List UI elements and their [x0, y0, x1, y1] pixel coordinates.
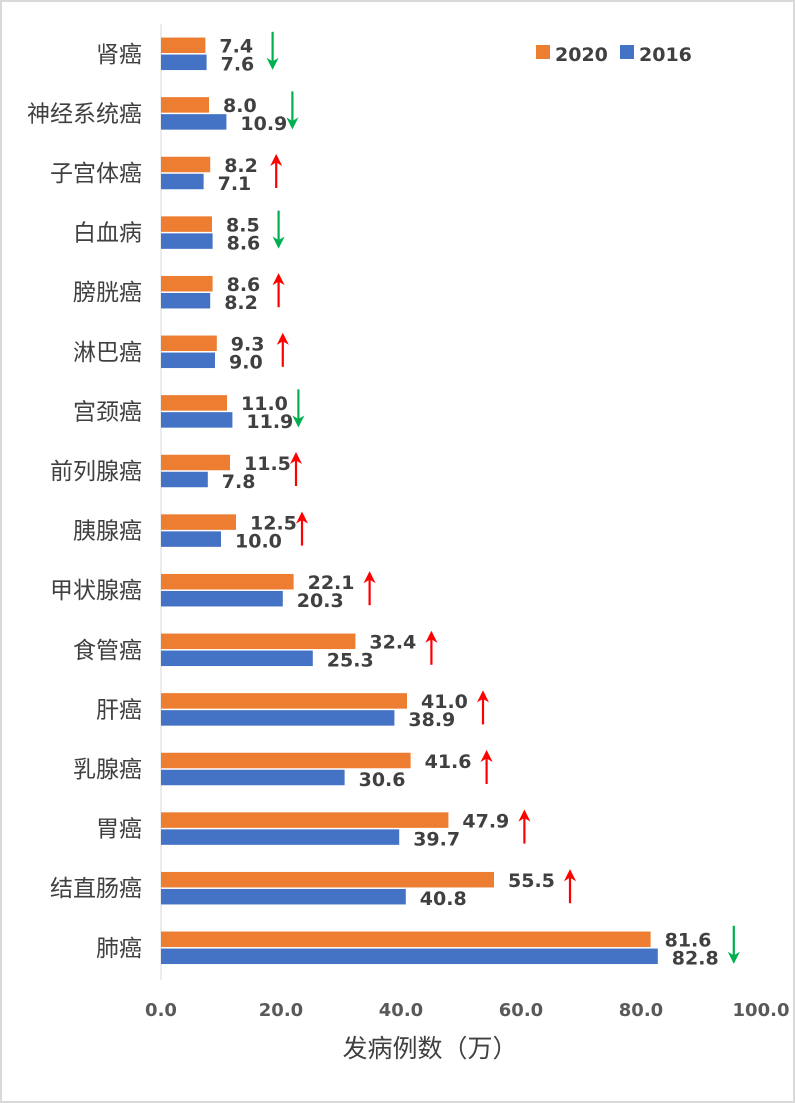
- bar-2016: [161, 54, 207, 71]
- value-label-2016: 10.0: [235, 530, 282, 552]
- value-label-2016: 38.9: [408, 709, 455, 731]
- category-label: 淋巴癌: [73, 340, 142, 366]
- bar-2020: [161, 514, 236, 530]
- bar-2020: [161, 395, 227, 411]
- bar-2016: [161, 769, 345, 786]
- value-label-2020: 32.4: [369, 632, 416, 654]
- bar-2020: [161, 573, 294, 590]
- legend-label-2020: 2020: [555, 44, 608, 66]
- category-label: 神经系统癌: [27, 101, 142, 127]
- legend: 2020 2016: [536, 44, 692, 66]
- x-tick-label: 80.0: [619, 1000, 663, 1021]
- value-label-2016: 82.8: [672, 948, 719, 970]
- category-label: 子宫体癌: [50, 161, 142, 187]
- bar-2016: [161, 710, 395, 726]
- value-label-2020: 12.5: [250, 512, 297, 534]
- value-label-2016: 9.0: [229, 352, 263, 374]
- category-label: 结直肠癌: [50, 876, 142, 902]
- value-label-2020: 8.6: [227, 274, 261, 296]
- bar-2016: [161, 948, 658, 965]
- bar-2016: [161, 531, 221, 547]
- category-label: 肺癌: [96, 936, 142, 962]
- bar-2016: [161, 173, 204, 190]
- bar-2020: [161, 156, 211, 173]
- bar-2016: [161, 888, 406, 905]
- value-label-2020: 55.5: [508, 870, 555, 892]
- value-label-2020: 8.5: [226, 214, 260, 236]
- value-label-2016: 8.6: [227, 232, 261, 254]
- bar-2016: [161, 412, 233, 428]
- bar-2016: [161, 233, 213, 249]
- value-label-2016: 7.8: [222, 471, 256, 493]
- category-label: 膀胱癌: [73, 280, 142, 306]
- value-label-2016: 7.1: [218, 173, 252, 195]
- value-label-2016: 8.2: [224, 292, 258, 314]
- bar-2020: [161, 216, 212, 232]
- bar-2016: [161, 590, 283, 607]
- bar-2016: [161, 352, 215, 369]
- value-label-2020: 8.2: [224, 155, 258, 177]
- category-label: 肝癌: [96, 697, 142, 723]
- x-tick-label: 20.0: [259, 1000, 303, 1021]
- value-label-2016: 39.7: [413, 828, 460, 850]
- category-label: 甲状腺癌: [50, 578, 142, 604]
- x-tick-label: 60.0: [499, 1000, 543, 1021]
- category-label: 胃癌: [96, 817, 142, 843]
- category-label: 肾癌: [96, 42, 142, 68]
- bar-2020: [161, 871, 494, 888]
- category-label: 前列腺癌: [50, 459, 142, 485]
- value-label-2020: 8.0: [223, 95, 257, 117]
- bar-2016: [161, 650, 313, 667]
- category-label: 胰腺癌: [73, 519, 142, 545]
- legend-swatch-2020: [536, 45, 550, 59]
- category-label: 乳腺癌: [73, 757, 142, 783]
- bar-2020: [161, 454, 230, 471]
- value-label-2016: 20.3: [297, 590, 344, 612]
- value-label-2016: 30.6: [359, 769, 406, 791]
- value-label-2020: 9.3: [231, 334, 265, 356]
- bar-2016: [161, 114, 227, 130]
- bar-2020: [161, 633, 356, 650]
- value-label-2020: 47.9: [462, 810, 509, 832]
- bar-2016: [161, 829, 400, 845]
- bar-2020: [161, 693, 407, 709]
- value-label-2020: 7.4: [219, 36, 253, 58]
- bar-2020: [161, 37, 206, 54]
- bar-2016: [161, 292, 211, 309]
- bar-2020: [161, 931, 651, 948]
- x-tick-label: 100.0: [733, 1000, 790, 1021]
- category-label: 食管癌: [73, 638, 142, 664]
- category-label: 白血病: [73, 221, 142, 247]
- value-label-2016: 25.3: [327, 650, 374, 672]
- bar-2016: [161, 471, 208, 488]
- legend-swatch-2016: [620, 45, 634, 59]
- bar-2020: [161, 275, 213, 292]
- bar-2020: [161, 335, 217, 352]
- x-axis-label: 发病例数（万）: [342, 1034, 517, 1063]
- value-label-2016: 40.8: [420, 888, 467, 910]
- value-label-2016: 10.9: [240, 113, 287, 135]
- category-label: 宫颈癌: [73, 399, 142, 425]
- bar-2020: [161, 812, 449, 828]
- bar-2020: [161, 752, 411, 769]
- value-label-2020: 41.6: [425, 751, 472, 773]
- x-tick-label: 0.0: [145, 1000, 177, 1021]
- value-label-2020: 11.0: [241, 393, 288, 415]
- value-label-2016: 11.9: [246, 411, 293, 433]
- value-label-2020: 81.6: [665, 930, 712, 952]
- value-label-2020: 11.5: [244, 453, 291, 475]
- x-tick-label: 40.0: [379, 1000, 423, 1021]
- legend-label-2016: 2016: [639, 44, 692, 66]
- value-label-2016: 7.6: [221, 54, 255, 76]
- value-label-2020: 22.1: [308, 572, 355, 594]
- x-ticks-group: 0.0 20.0 40.0 60.0 80.0 100.0: [145, 1000, 789, 1021]
- bar-2020: [161, 97, 209, 113]
- value-label-2020: 41.0: [421, 691, 468, 713]
